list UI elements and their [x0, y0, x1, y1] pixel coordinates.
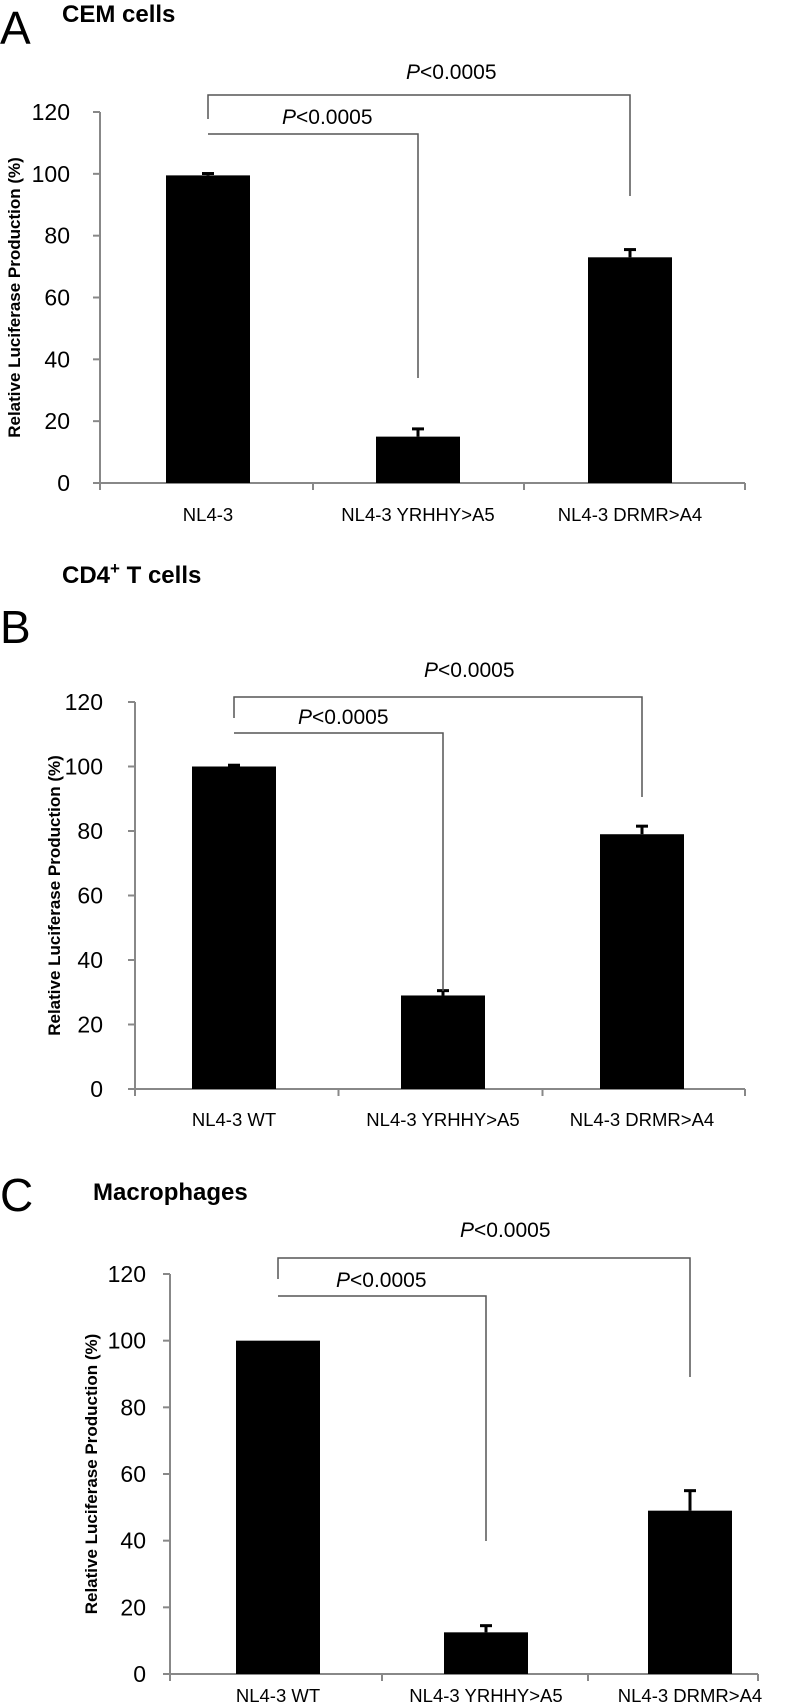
significance-bracket	[208, 133, 419, 378]
y-tick-label: 60	[120, 1461, 146, 1487]
category-label: NL4-3 YRHHY>A5	[409, 1685, 562, 1706]
y-tick-label: 80	[77, 818, 103, 844]
bar	[401, 995, 485, 1089]
y-tick-label: 80	[44, 223, 70, 249]
category-label: NL4-3 YRHHY>A5	[366, 1109, 519, 1130]
p-value-label: P<0.0005	[282, 106, 373, 129]
category-label: NL4-3 WT	[236, 1685, 320, 1706]
panel-title: CEM cells	[62, 1, 175, 28]
category-label: NL4-3 DRMR>A4	[558, 504, 702, 525]
y-tick-label: 0	[90, 1076, 103, 1102]
y-tick-label: 60	[44, 285, 70, 311]
y-axis-label: Relative Luciferase Production (%)	[45, 755, 64, 1036]
panel-letter: C	[0, 1169, 33, 1221]
p-value-label: P<0.0005	[460, 1219, 551, 1242]
y-tick-label: 0	[57, 470, 70, 496]
y-tick-label: 80	[120, 1394, 146, 1420]
y-tick-label: 120	[32, 99, 70, 125]
y-tick-label: 100	[108, 1328, 146, 1354]
bar	[588, 257, 672, 483]
p-value-label: P<0.0005	[298, 706, 389, 729]
y-tick-label: 20	[77, 1012, 103, 1038]
y-tick-label: 0	[133, 1661, 146, 1687]
panel-b: B CD4+ T cells 0 20 40 60 80 100 120 NL4-3 WT NL4-…	[0, 559, 746, 1130]
panel-title: Macrophages	[93, 1179, 248, 1206]
significance-bracket	[277, 1257, 691, 1377]
bar	[376, 436, 460, 483]
category-label: NL4-3 DRMR>A4	[618, 1685, 762, 1706]
p-value-label: P<0.0005	[424, 659, 515, 682]
category-label: NL4-3	[183, 504, 233, 525]
bar	[600, 834, 684, 1089]
y-tick-label: 20	[120, 1594, 146, 1620]
significance-bracket	[234, 732, 444, 991]
bar	[192, 766, 276, 1089]
y-tick-label: 40	[44, 346, 70, 372]
bar	[236, 1340, 320, 1674]
y-tick-label: 40	[120, 1528, 146, 1554]
y-tick-label: 120	[65, 689, 103, 715]
category-label: NL4-3 DRMR>A4	[570, 1109, 714, 1130]
bar	[166, 175, 250, 484]
bar	[648, 1510, 732, 1674]
p-value-label: P<0.0005	[406, 61, 497, 84]
category-label: NL4-3 WT	[192, 1109, 276, 1130]
y-tick-label: 100	[65, 754, 103, 780]
p-value-label: P<0.0005	[336, 1269, 427, 1292]
bar	[444, 1632, 528, 1674]
y-tick-label: 100	[32, 161, 70, 187]
significance-bracket	[278, 1295, 487, 1541]
y-tick-label: 120	[108, 1261, 146, 1287]
panel-letter: B	[0, 601, 31, 653]
y-tick-label: 20	[44, 408, 70, 434]
y-axis-label: Relative Luciferase Production (%)	[5, 157, 24, 438]
significance-bracket	[233, 696, 643, 797]
panel-c: C Macrophages 0 20 40 60 80 100 120 NL4-3 WT NL4-3…	[0, 1169, 762, 1706]
panel-title: CD4+ T cells	[62, 559, 201, 589]
y-tick-label: 60	[77, 883, 103, 909]
significance-bracket	[207, 94, 631, 196]
category-label: NL4-3 YRHHY>A5	[341, 504, 494, 525]
y-tick-label: 40	[77, 947, 103, 973]
panel-letter: A	[0, 2, 31, 54]
panel-a: A CEM cells 0 20 40 60 80 100 120 NL4-3 NL4-3 YRHH…	[0, 1, 746, 525]
y-axis-label: Relative Luciferase Production (%)	[82, 1334, 101, 1615]
